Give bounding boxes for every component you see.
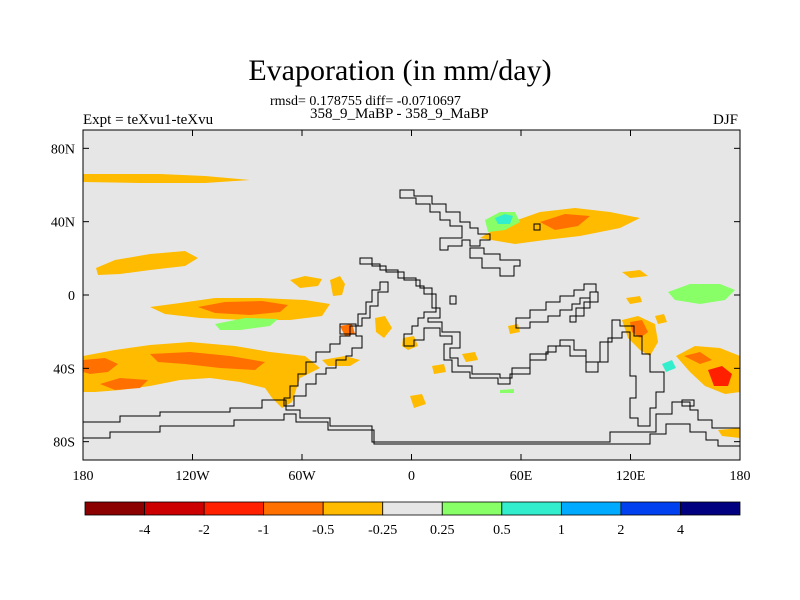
field-strong-spacific1: [83, 358, 118, 374]
field-negative-spot6: [655, 314, 667, 324]
field-positive-epacific: [668, 284, 735, 304]
season-label: DJF: [713, 112, 739, 128]
colorbar-label: -0.25: [368, 523, 397, 538]
field-strong-sepacific: [708, 366, 732, 386]
field-negative-natlantic: [290, 276, 322, 288]
field-negative-spot4: [410, 394, 426, 408]
colorbar-label: -0.5: [312, 523, 334, 538]
lon-tick-label: 60W: [288, 469, 316, 484]
field-strong-spacific2: [150, 352, 265, 370]
anomaly-fields: [83, 174, 740, 438]
field-negative-spot7: [626, 296, 642, 304]
colorbar-label: 4: [677, 523, 684, 538]
experiment-subtitle: 358_9_MaBP - 358_9_MaBP: [310, 106, 489, 122]
colorbar-swatch: [441, 501, 503, 516]
lon-tick-label: 0: [408, 469, 415, 484]
field-positive-spot: [500, 389, 514, 393]
colorbar-label: 2: [617, 523, 624, 538]
field-negative-tropicalasia: [622, 270, 648, 278]
field-strong-sepacific2: [684, 352, 712, 364]
outline-island1: [469, 247, 521, 277]
outline-island4: [449, 295, 457, 305]
colorbar-label: 0.5: [493, 523, 511, 538]
field-positive-sepacific: [662, 360, 676, 372]
field-negative-arctic: [83, 174, 250, 183]
colorbar-label: 0.25: [430, 523, 455, 538]
field-positive-tropical: [215, 318, 278, 330]
experiment-label: Expt = teXvu1-teXvu: [83, 112, 214, 128]
outline-island3: [569, 291, 599, 323]
outline-laurussia: [399, 189, 491, 251]
field-positive2-nwpacific: [495, 214, 513, 224]
colorbar-swatch: [560, 501, 622, 516]
colorbar-swatch: [382, 501, 443, 516]
field-negative-npacific: [96, 251, 198, 275]
field-negative-spot8: [508, 324, 520, 334]
colorbar-swatch: [620, 501, 681, 516]
field-strong-tropical: [198, 301, 288, 315]
lat-tick-label: 0: [68, 289, 75, 304]
colorbar-swatch: [263, 501, 324, 516]
outline-gondwana: [359, 257, 665, 427]
colorbar-swatch: [501, 501, 562, 516]
colorbar-swatch: [680, 501, 741, 516]
lon-tick-label: 180: [73, 469, 94, 484]
colorbar-label: -4: [139, 523, 151, 538]
lon-tick-label: 120W: [175, 469, 210, 484]
field-strong-spot: [340, 324, 355, 336]
colorbar-label: -1: [258, 523, 270, 538]
colorbar-swatch: [84, 501, 145, 516]
colorbar-swatch: [322, 501, 384, 516]
field-negative-spot5: [432, 364, 446, 374]
axis-ticks: 180 120W 60W 0 60E 120E 180 80N 40N 0 40S 80S: [51, 130, 751, 484]
field-strong-spacific3: [100, 378, 148, 390]
colorbar: -4 -2 -1 -0.5 -0.25 0.25 0.5 1 2 4: [84, 501, 741, 538]
lon-tick-label: 60E: [510, 469, 533, 484]
outline-gondwana-west: [283, 281, 389, 407]
field-negative-patch: [330, 276, 345, 296]
colorbar-label: 1: [558, 523, 565, 538]
colorbar-label: -2: [198, 523, 210, 538]
continent-outlines: [83, 189, 740, 447]
outline-island6: [681, 399, 695, 407]
map-title: Evaporation (in mm/day): [248, 54, 552, 87]
lat-tick-label: 40S: [53, 362, 75, 377]
field-strong-nwpacific: [540, 214, 590, 230]
lat-tick-label: 80N: [51, 142, 75, 157]
outline-island7: [339, 323, 357, 335]
field-negative-spacific: [83, 342, 320, 408]
lon-tick-label: 120E: [616, 469, 646, 484]
field-negative-spot3: [462, 352, 478, 362]
outline-antarctica: [83, 399, 740, 447]
lat-tick-label: 80S: [53, 436, 75, 451]
field-negative-spot: [375, 316, 392, 338]
lat-tick-label: 40N: [51, 216, 75, 231]
field-negative-spot9: [718, 428, 740, 438]
field-negative-satlantic: [322, 356, 360, 366]
outline-island5: [533, 223, 541, 231]
stats-line: rmsd= 0.178755 diff= -0.0710697: [270, 94, 461, 109]
colorbar-swatch: [144, 501, 205, 516]
colorbar-swatch: [203, 501, 265, 516]
lon-tick-label: 180: [730, 469, 751, 484]
